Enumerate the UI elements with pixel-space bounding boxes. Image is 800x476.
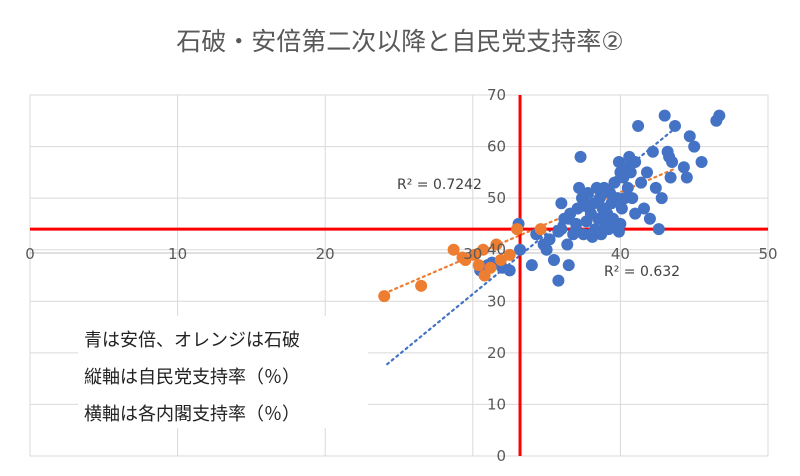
point-s0-24 xyxy=(574,150,587,163)
y-tick-label-5: 50 xyxy=(487,189,506,207)
point-s0-64 xyxy=(640,166,653,179)
point-s0-65 xyxy=(643,212,656,225)
point-s0-62 xyxy=(635,176,648,189)
y-tick-label-1: 10 xyxy=(487,395,506,413)
y-tick-label-2: 20 xyxy=(487,344,506,362)
x-tick-label-5: 50 xyxy=(758,245,777,263)
x-tick-label-0: 0 xyxy=(25,245,35,263)
point-s0-70 xyxy=(658,109,671,122)
point-s0-23 xyxy=(573,181,586,194)
point-s1-4 xyxy=(459,254,472,267)
point-s0-86 xyxy=(584,228,597,241)
point-s1-11 xyxy=(494,254,507,267)
y-tick-label-6: 60 xyxy=(487,138,506,156)
point-s0-83 xyxy=(555,197,568,210)
point-s0-84 xyxy=(562,212,575,225)
point-s0-67 xyxy=(649,181,662,194)
point-s0-61 xyxy=(632,119,645,132)
point-s0-82 xyxy=(713,109,726,122)
point-s0-46 xyxy=(608,176,621,189)
point-s0-89 xyxy=(629,207,642,220)
point-s0-76 xyxy=(677,161,690,174)
point-s1-12 xyxy=(503,248,516,261)
point-s0-80 xyxy=(695,156,708,169)
point-s0-68 xyxy=(652,223,665,236)
point-s0-73 xyxy=(664,171,677,184)
point-s0-87 xyxy=(599,202,612,215)
annotation-line-1: 青は安倍、オレンジは石破 xyxy=(84,330,300,351)
point-s1-2 xyxy=(447,243,460,256)
point-s0-59 xyxy=(626,192,639,205)
point-s1-7 xyxy=(477,243,490,256)
x-tick-label-4: 40 xyxy=(611,245,630,263)
point-s0-5 xyxy=(514,243,527,256)
point-s1-13 xyxy=(534,223,547,236)
point-s0-66 xyxy=(646,145,659,158)
x-tick-label-3: 30 xyxy=(463,245,482,263)
point-s0-78 xyxy=(683,130,696,143)
tick-labels: 0 10 20 30 40 50 0 10 20 30 40 50 60 70 xyxy=(25,86,777,465)
point-s0-36 xyxy=(593,192,606,205)
point-s0-7 xyxy=(525,259,538,272)
chart-title: 石破・安倍第二次以降と自民党支持率② xyxy=(176,27,623,56)
point-s0-85 xyxy=(570,223,583,236)
point-s0-69 xyxy=(655,192,668,205)
annotation-line-2: 縦軸は自民党支持率（％） xyxy=(84,367,300,388)
point-s0-17 xyxy=(561,238,574,251)
annotation-box xyxy=(78,316,368,428)
point-s0-79 xyxy=(688,140,701,153)
point-s0-60 xyxy=(629,156,642,169)
annotation-line-3: 横軸は各内閣支持率（％） xyxy=(84,404,300,425)
point-s1-6 xyxy=(472,259,485,272)
point-s1-1 xyxy=(415,279,428,292)
r2-label-1: R² = 0.7242 xyxy=(397,177,482,193)
data-points xyxy=(378,109,726,303)
point-s0-10 xyxy=(540,243,553,256)
point-s0-14 xyxy=(552,274,565,287)
point-s1-14 xyxy=(511,223,524,236)
point-s0-56 xyxy=(621,181,634,194)
point-s1-9 xyxy=(484,261,497,274)
x-tick-label-1: 10 xyxy=(168,245,187,263)
point-s0-52 xyxy=(615,202,628,215)
point-s0-4 xyxy=(503,264,516,277)
point-s0-58 xyxy=(624,166,637,179)
reference-lines xyxy=(30,95,768,456)
trendline-1 xyxy=(383,168,675,295)
point-s0-12 xyxy=(547,254,560,267)
point-s0-18 xyxy=(562,259,575,272)
point-s0-75 xyxy=(669,119,682,132)
r2-labels: R² = 0.632 R² = 0.7242 xyxy=(397,177,680,280)
y-tick-label-3: 30 xyxy=(487,292,506,310)
r2-label-0: R² = 0.632 xyxy=(604,264,680,280)
x-tick-label-2: 20 xyxy=(316,245,335,263)
point-s1-10 xyxy=(490,238,503,251)
point-s0-77 xyxy=(680,171,693,184)
y-tick-label-7: 70 xyxy=(487,86,506,104)
point-s1-5 xyxy=(468,248,481,261)
point-s0-11 xyxy=(543,233,556,246)
y-tick-label-0: 0 xyxy=(496,447,506,465)
point-s0-63 xyxy=(638,202,651,215)
y-tick-label-4: 40 xyxy=(487,241,506,259)
point-s0-29 xyxy=(581,186,594,199)
point-s0-88 xyxy=(614,217,627,230)
point-s0-15 xyxy=(555,223,568,236)
point-s0-74 xyxy=(666,156,679,169)
point-s1-0 xyxy=(378,290,391,303)
